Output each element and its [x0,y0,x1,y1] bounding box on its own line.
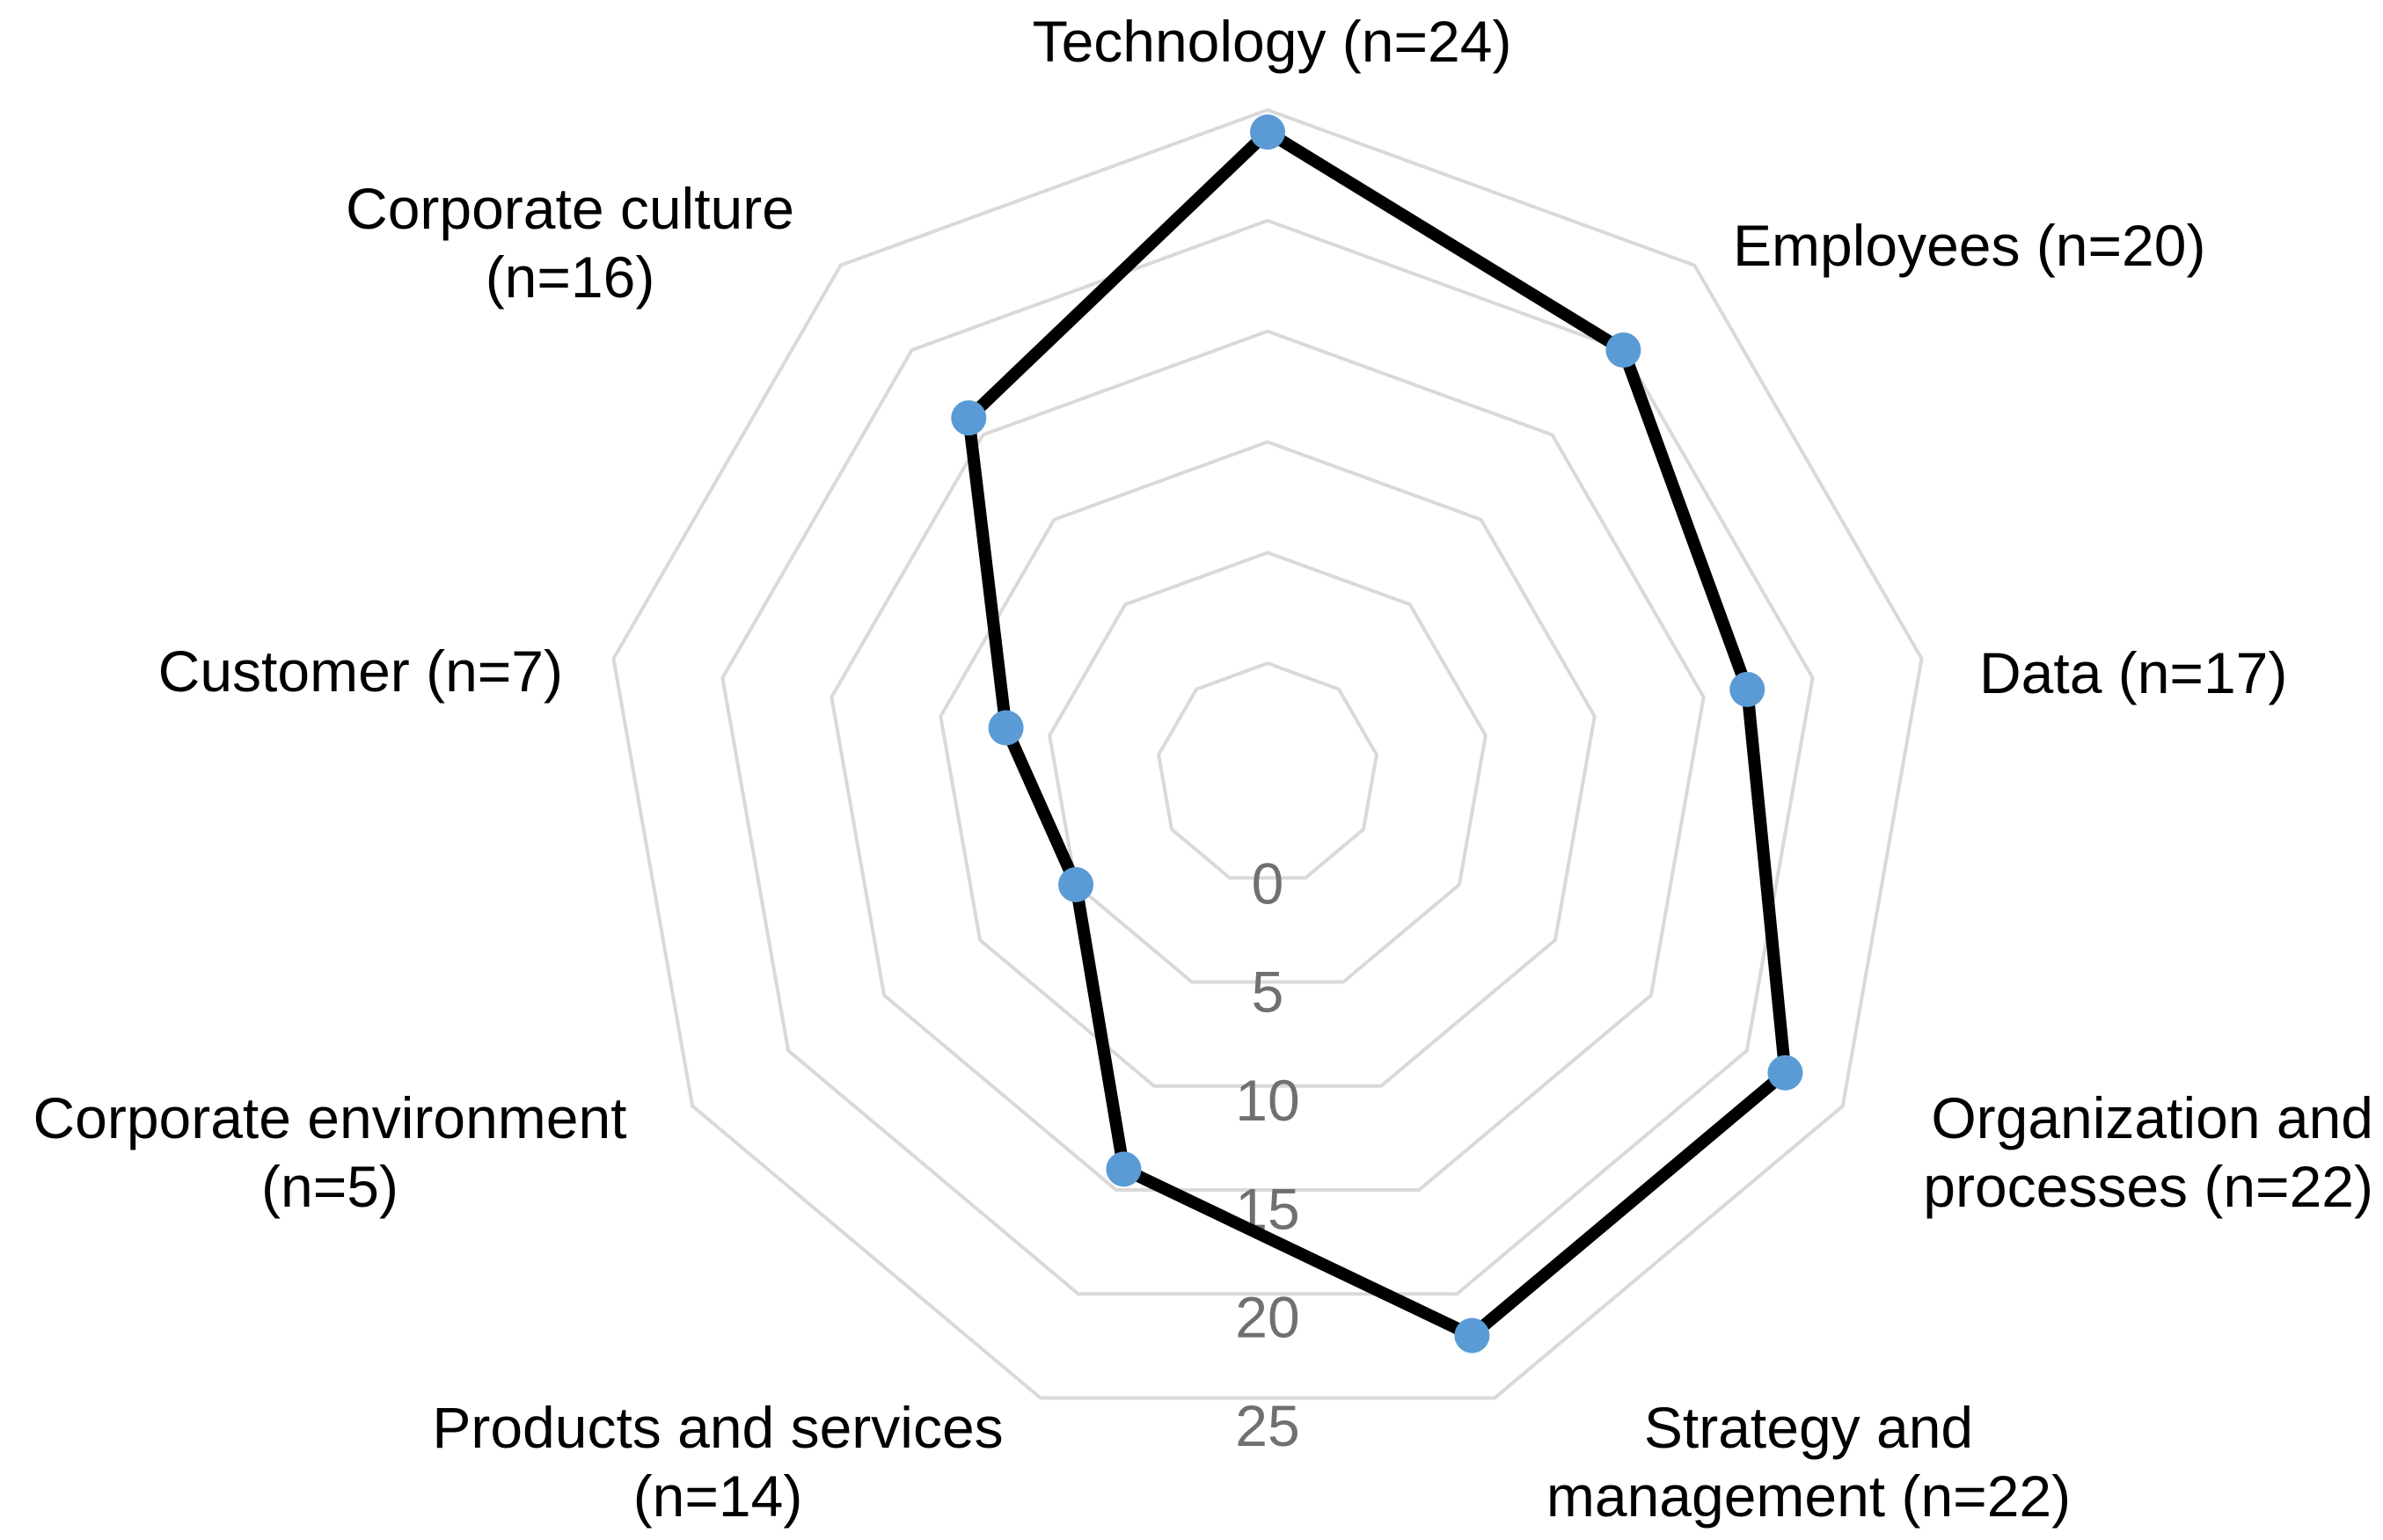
series-layer [951,114,1803,1354]
grid-ring-5 [1048,551,1488,984]
grid-layer [611,107,1924,1400]
data-point-corporate-environment [1058,866,1094,902]
data-point-employees [1605,332,1641,369]
tick-label-20: 20 [1235,1285,1299,1350]
category-label-strategy-and-management-line-2: management (n=22) [1546,1463,2071,1529]
category-label-strategy-and-management-line-1: Strategy and [1644,1395,1973,1460]
data-point-corporate-culture [951,400,987,436]
series-line-mentions [962,126,1792,1342]
category-label-organization-and-processes-line-1: Organization and [1931,1085,2373,1150]
category-label-customer: Customer (n=7) [158,639,563,704]
grid-ring-0 [1156,661,1379,880]
data-point-organization-and-processes [1767,1055,1803,1091]
tick-label-25: 25 [1235,1393,1299,1458]
tick-label-10: 10 [1235,1068,1299,1133]
grid-ring-25 [611,107,1924,1400]
category-label-corporate-culture-line-2: (n=16) [486,245,655,310]
grid-ring-20 [720,218,1815,1296]
category-label-layer: Technology (n=24) Employees (n=20) Data (n… [33,9,2373,1529]
grid-ring-15 [830,329,1706,1192]
data-point-customer [988,710,1024,746]
data-point-data [1729,671,1765,707]
data-point-products-and-services [1106,1151,1142,1187]
category-label-data: Data (n=17) [1979,640,2287,705]
category-label-corporate-environment-line-2: (n=5) [261,1154,398,1219]
category-label-products-and-services-line-2: (n=14) [633,1463,803,1529]
tick-label-5: 5 [1252,960,1284,1025]
category-label-employees: Employees (n=20) [1733,213,2205,278]
tick-label-0: 0 [1252,850,1284,916]
category-label-technology: Technology (n=24) [1033,9,1512,74]
category-label-corporate-culture-line-1: Corporate culture [346,176,794,241]
category-label-organization-and-processes-line-2: processes (n=22) [1923,1154,2373,1219]
category-label-products-and-services-line-1: Products and services [432,1395,1003,1460]
data-point-technology [1250,114,1285,150]
data-point-strategy-and-management [1454,1317,1490,1354]
category-label-corporate-environment-line-1: Corporate environment [33,1085,626,1150]
